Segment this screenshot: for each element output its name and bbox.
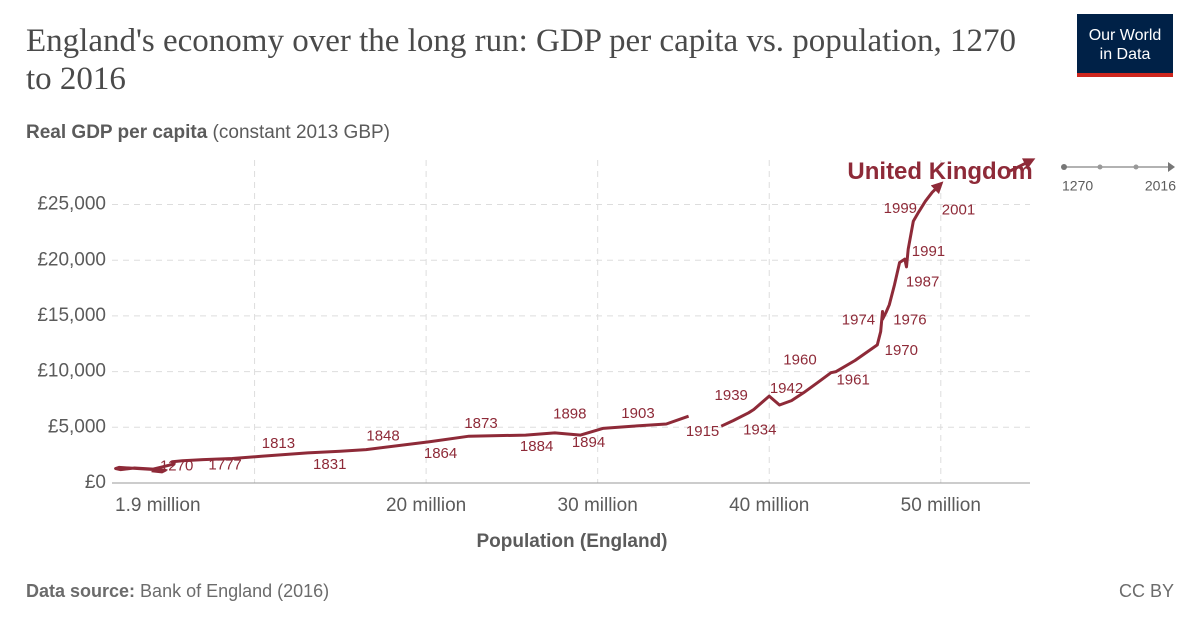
logo-line: Our World — [1088, 27, 1162, 44]
x-tick-label: 30 million — [558, 495, 638, 516]
point-label: 1976 — [893, 312, 926, 329]
y-tick-label: £5,000 — [48, 416, 106, 437]
timeline-dot — [1097, 164, 1103, 170]
x-tick-label: 40 million — [729, 495, 809, 516]
timeline-dot — [1133, 164, 1139, 170]
point-label: 1999 — [884, 200, 917, 217]
point-label: 1970 — [885, 342, 918, 359]
point-label: 1974 — [842, 311, 875, 328]
y-tick-label: £15,000 — [37, 305, 106, 326]
point-label: 1991 — [912, 243, 945, 260]
point-label: 1777 — [208, 457, 241, 474]
y-axis-title: Real GDP per capita (constant 2013 GBP) — [26, 122, 390, 143]
x-tick-label: 1.9 million — [115, 495, 201, 516]
point-label: 2001 — [942, 201, 975, 218]
source-text: Bank of England (2016) — [135, 581, 329, 601]
y-tick-label: £25,000 — [37, 194, 106, 215]
y-axis-title-main: Real GDP per capita — [26, 122, 208, 143]
x-tick-label: 50 million — [901, 495, 981, 516]
series-label-arrow — [1009, 158, 1036, 173]
timeline[interactable]: 1270 2016 — [1061, 162, 1176, 194]
timeline-handle[interactable] — [1061, 164, 1067, 170]
series-label: United Kingdom — [847, 158, 1032, 185]
x-axis-title: Population (England) — [476, 531, 667, 552]
chart-title: England's economy over the long run: GDP… — [26, 23, 1016, 97]
point-label: 1848 — [366, 428, 399, 445]
x-tick-label: 20 million — [386, 495, 466, 516]
point-label: 1987 — [906, 273, 939, 290]
point-label: 1942 — [770, 380, 803, 397]
logo-line: in Data — [1099, 46, 1151, 63]
timeline-label: 1270 — [1062, 178, 1093, 194]
point-label: 1813 — [262, 435, 295, 452]
point-label: 1831 — [313, 456, 346, 473]
point-label: 1960 — [783, 352, 816, 369]
point-label: 1915 — [686, 423, 719, 440]
source-label: Data source: — [26, 581, 135, 601]
point-label: 1894 — [572, 434, 605, 451]
source: Data source: Bank of England (2016) — [26, 581, 329, 601]
point-label: 1873 — [464, 415, 497, 432]
license: CC BY — [1119, 581, 1174, 601]
point-label: 1903 — [621, 405, 654, 422]
y-axis-title-unit: (constant 2013 GBP) — [207, 122, 390, 143]
y-tick-label: £0 — [85, 472, 106, 493]
point-label: 1884 — [520, 438, 553, 455]
point-label: 1939 — [715, 387, 748, 404]
point-label: 1270 — [160, 458, 193, 475]
y-tick-label: £20,000 — [37, 249, 106, 270]
y-tick-label: £10,000 — [37, 361, 106, 382]
point-label: 1864 — [424, 445, 457, 462]
logo[interactable]: Our World in Data — [1077, 14, 1173, 77]
timeline-handle[interactable] — [1168, 162, 1175, 172]
point-label: 1898 — [553, 405, 586, 422]
series-line — [114, 186, 940, 474]
point-label: 1934 — [743, 421, 776, 438]
timeline-label: 2016 — [1145, 178, 1176, 194]
point-label: 1961 — [836, 372, 869, 389]
